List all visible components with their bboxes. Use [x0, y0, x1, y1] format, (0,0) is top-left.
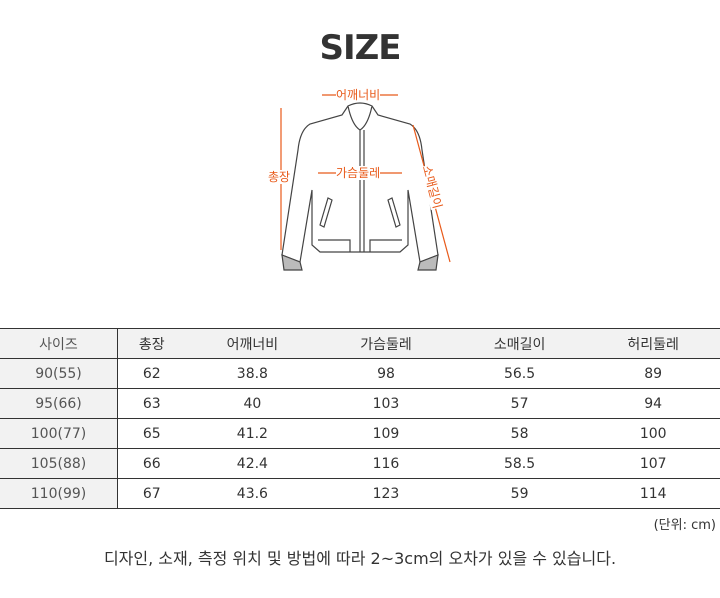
cell: 65	[117, 418, 186, 449]
table-row: 110(99) 67 43.6 123 59 114	[0, 478, 720, 509]
cell: 94	[586, 388, 720, 419]
table-header-row: 사이즈 총장 어깨너비 가슴둘레 소매길이 허리둘레	[0, 328, 720, 359]
table-row: 90(55) 62 38.8 98 56.5 89	[0, 358, 720, 389]
cell: 57	[452, 388, 587, 419]
cell: 98	[319, 358, 453, 389]
cell: 66	[117, 448, 186, 479]
cell: 38.8	[185, 358, 320, 389]
unit-label: (단위: cm)	[653, 518, 716, 533]
cell: 58.5	[452, 448, 587, 479]
length-label: 총장	[268, 170, 291, 184]
cell: 63	[117, 388, 186, 419]
cell: 123	[319, 478, 453, 509]
cell: 42.4	[185, 448, 320, 479]
cell: 62	[117, 358, 186, 389]
page-title: SIZE	[319, 28, 401, 68]
cell: 103	[319, 388, 453, 419]
cell: 56.5	[452, 358, 587, 389]
cell: 89	[586, 358, 720, 389]
cell: 59	[452, 478, 587, 509]
cell: 58	[452, 418, 587, 449]
table-row: 100(77) 65 41.2 109 58 100	[0, 418, 720, 449]
header-length: 총장	[117, 328, 186, 359]
shoulder-width-label: 어깨너비	[336, 88, 381, 102]
cell: 41.2	[185, 418, 320, 449]
cell: 105(88)	[0, 448, 118, 479]
header-waist: 허리둘레	[586, 328, 720, 359]
cell: 40	[185, 388, 320, 419]
table-row: 105(88) 66 42.4 116 58.5 107	[0, 448, 720, 479]
cell: 90(55)	[0, 358, 118, 389]
header-size: 사이즈	[0, 328, 118, 359]
header-chest: 가슴둘레	[319, 328, 453, 359]
header-sleeve: 소매길이	[452, 328, 587, 359]
cell: 110(99)	[0, 478, 118, 509]
cell: 116	[319, 448, 453, 479]
cell: 43.6	[185, 478, 320, 509]
cell: 107	[586, 448, 720, 479]
cell: 100	[586, 418, 720, 449]
cell: 67	[117, 478, 186, 509]
cell: 109	[319, 418, 453, 449]
size-table: 사이즈 총장 어깨너비 가슴둘레 소매길이 허리둘레 90(55) 62 38.8 9…	[0, 328, 720, 509]
disclaimer-note: 디자인, 소재, 측정 위치 및 방법에 따라 2~3cm의 오차가 있을 수 …	[103, 549, 617, 568]
header-shoulder: 어깨너비	[185, 328, 320, 359]
cell: 95(66)	[0, 388, 118, 419]
chest-label: 가슴둘레	[336, 166, 381, 180]
cell: 100(77)	[0, 418, 118, 449]
jacket-size-diagram: 어깨너비 가슴둘레 총장 소매길이	[260, 70, 460, 280]
cell: 114	[586, 478, 720, 509]
table-row: 95(66) 63 40 103 57 94	[0, 388, 720, 419]
